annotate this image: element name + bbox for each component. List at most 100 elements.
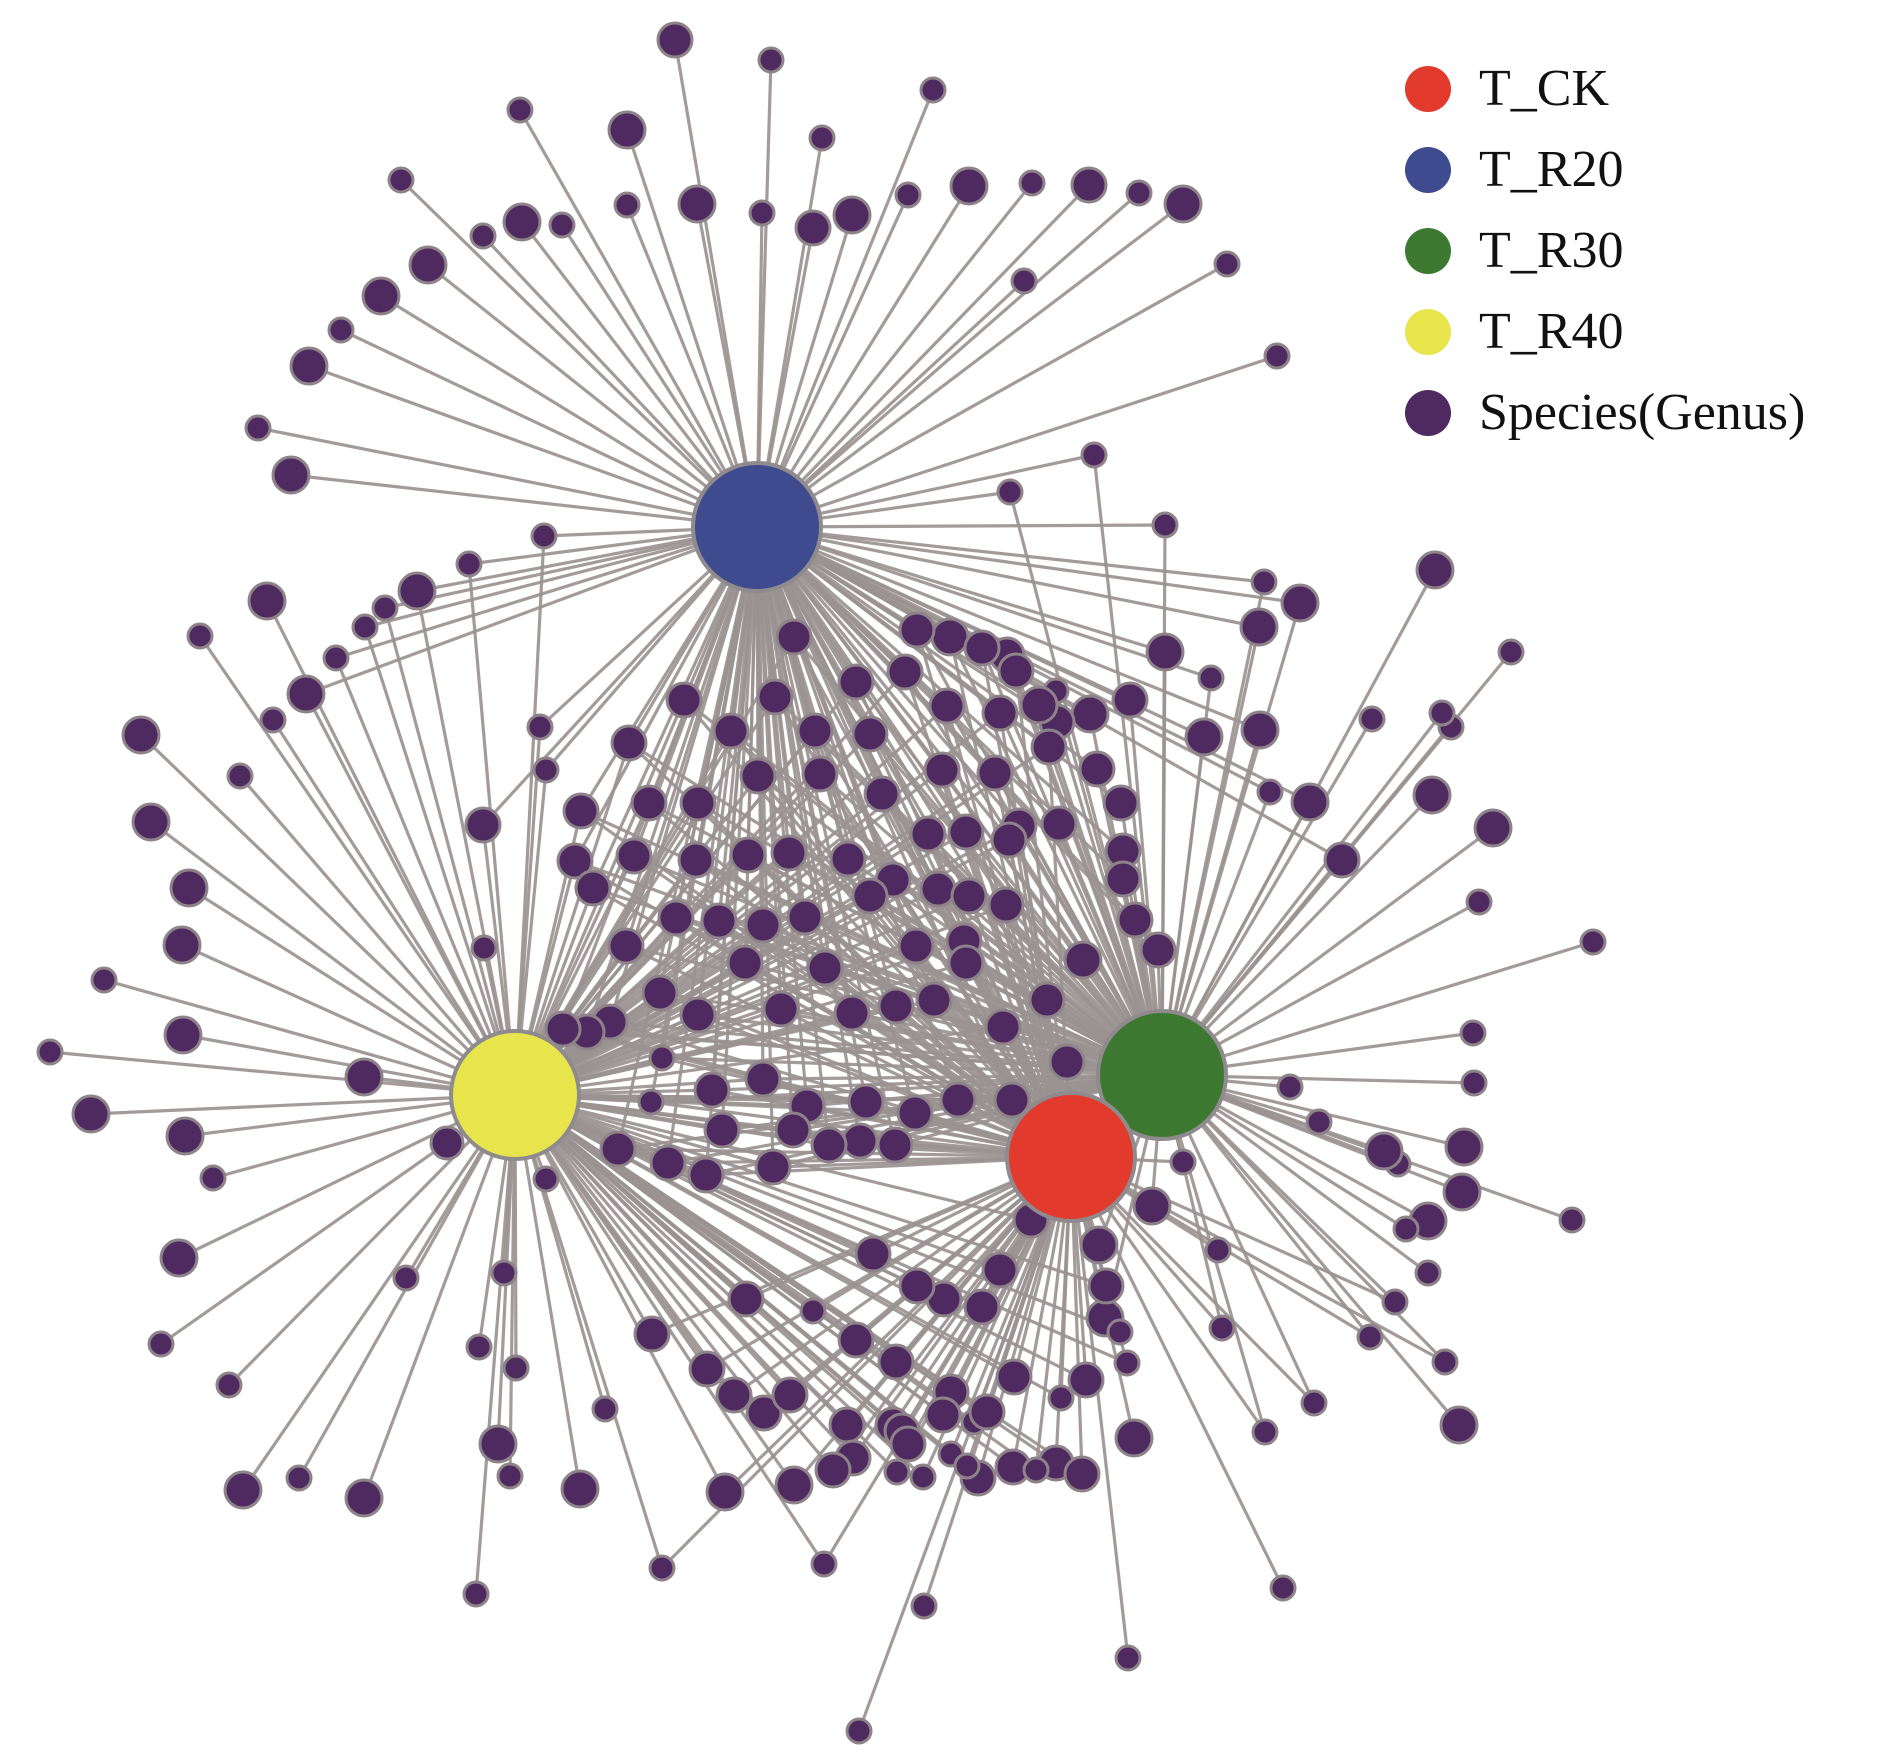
legend-item-t-r20: T_R20 <box>1405 129 1875 210</box>
species-node-187 <box>786 898 824 936</box>
edge-species-29-to-t-r20 <box>256 426 759 529</box>
legend-dot-species-genus <box>1405 389 1451 436</box>
species-node-20 <box>502 202 542 242</box>
species-node-171 <box>947 813 985 851</box>
species-node-55 <box>199 1164 227 1192</box>
species-node-7 <box>387 166 415 194</box>
species-node-163 <box>610 724 648 762</box>
edge-species-46-to-t-r40 <box>238 774 517 1097</box>
species-node-182 <box>987 886 1025 924</box>
species-node-46 <box>226 762 254 790</box>
species-node-113 <box>1204 1236 1232 1264</box>
species-node-188 <box>851 877 889 915</box>
edge-species-194-to-t-r20 <box>743 525 759 965</box>
species-node-71 <box>496 1462 524 1490</box>
edge-species-44-to-t-r40 <box>271 718 517 1097</box>
species-node-18 <box>894 181 922 209</box>
species-node-228 <box>877 1343 915 1381</box>
species-node-148 <box>997 652 1035 690</box>
species-node-108 <box>1414 1259 1442 1287</box>
species-node-117 <box>1256 778 1284 806</box>
edge-species-11-to-t-r20 <box>755 191 1141 529</box>
edge-species-7-to-t-r20 <box>399 178 759 529</box>
species-node-14 <box>677 184 717 224</box>
species-node-107 <box>1392 1215 1420 1243</box>
edge-species-124-to-t-r30 <box>1160 650 1167 1077</box>
species-node-47 <box>131 802 171 842</box>
species-node-100 <box>1412 775 1452 815</box>
edge-species-74-to-t-r40 <box>474 1093 517 1596</box>
species-node-234 <box>1047 1384 1075 1412</box>
edge-species-121-to-t-r20 <box>755 525 1261 629</box>
species-node-217 <box>649 1144 687 1182</box>
species-node-168 <box>801 755 839 793</box>
species-node-262 <box>814 1451 852 1489</box>
species-node-73 <box>591 1395 619 1423</box>
edge-species-8-to-t-r20 <box>755 184 971 529</box>
species-node-177 <box>770 834 808 872</box>
species-node-112 <box>1300 1389 1328 1417</box>
species-node-121 <box>1239 607 1279 647</box>
species-node-72 <box>560 1469 600 1509</box>
species-node-256 <box>1022 1456 1050 1484</box>
species-node-88 <box>1439 1405 1479 1445</box>
edge-species-43-to-t-r40 <box>304 692 517 1097</box>
species-node-54 <box>165 1116 205 1156</box>
species-node-75 <box>532 1165 560 1193</box>
species-node-49 <box>162 925 202 965</box>
edge-species-4-to-t-r20 <box>518 108 759 529</box>
edge-species-95-to-t-r30 <box>1160 940 1595 1077</box>
species-node-110 <box>1305 1108 1333 1136</box>
species-node-186 <box>744 906 782 944</box>
edge-species-50-to-t-r40 <box>102 978 517 1097</box>
species-node-138 <box>1063 940 1103 980</box>
species-node-122 <box>1250 568 1278 596</box>
hub-node-t-r20 <box>691 461 823 593</box>
species-node-259 <box>909 1463 937 1491</box>
edge-species-123-to-t-r30 <box>1160 601 1302 1077</box>
edge-species-222-to-t-r30 <box>649 1073 1164 1104</box>
species-node-123 <box>1280 583 1320 623</box>
legend-dot-t-r30 <box>1405 227 1451 274</box>
species-node-29 <box>244 414 272 442</box>
legend-label-t-ck: T_CK <box>1479 59 1609 117</box>
edge-species-122-to-t-r30 <box>1160 580 1266 1077</box>
species-node-13 <box>613 191 641 219</box>
species-node-28 <box>1263 342 1291 370</box>
edge-species-219-to-t-r20 <box>755 525 775 1169</box>
species-node-86 <box>1251 1418 1279 1446</box>
species-node-205 <box>648 1044 676 1072</box>
species-node-24 <box>327 316 355 344</box>
species-node-84 <box>1114 1644 1142 1672</box>
species-node-94 <box>1459 1019 1487 1047</box>
edge-species-9-to-t-r20 <box>755 181 1034 529</box>
legend-item-t-r30: T_R30 <box>1405 210 1875 291</box>
legend-item-t-r40: T_R40 <box>1405 291 1875 372</box>
species-node-130 <box>1019 685 1059 725</box>
species-node-53 <box>71 1094 111 1134</box>
edge-species-204-to-t-r20 <box>561 525 759 1031</box>
species-node-193 <box>679 996 717 1034</box>
species-node-25 <box>1010 267 1038 295</box>
species-node-97 <box>1473 808 1513 848</box>
species-node-16 <box>794 209 832 247</box>
species-node-119 <box>1240 710 1280 750</box>
species-node-161 <box>976 754 1014 792</box>
species-node-140 <box>1048 1043 1086 1081</box>
species-node-219 <box>754 1148 792 1186</box>
species-node-189 <box>897 927 935 965</box>
edge-species-155-to-t-r30 <box>998 711 1164 1077</box>
legend-label-species-genus: Species(Genus) <box>1479 383 1806 441</box>
species-node-91 <box>1442 1172 1482 1212</box>
edge-species-79-to-t-r40 <box>513 1093 727 1494</box>
species-node-220 <box>810 1126 848 1164</box>
species-node-233 <box>995 1358 1033 1396</box>
species-node-176 <box>729 836 767 874</box>
species-node-64 <box>285 1464 313 1492</box>
edge-species-38-to-t-r40 <box>383 606 517 1097</box>
species-node-153 <box>886 653 924 691</box>
edge-species-119-to-t-r20 <box>755 525 1262 732</box>
edge-species-53-to-t-r40 <box>89 1093 517 1116</box>
edge-species-214-to-t-r20 <box>755 525 795 1132</box>
species-node-60 <box>159 1238 199 1278</box>
